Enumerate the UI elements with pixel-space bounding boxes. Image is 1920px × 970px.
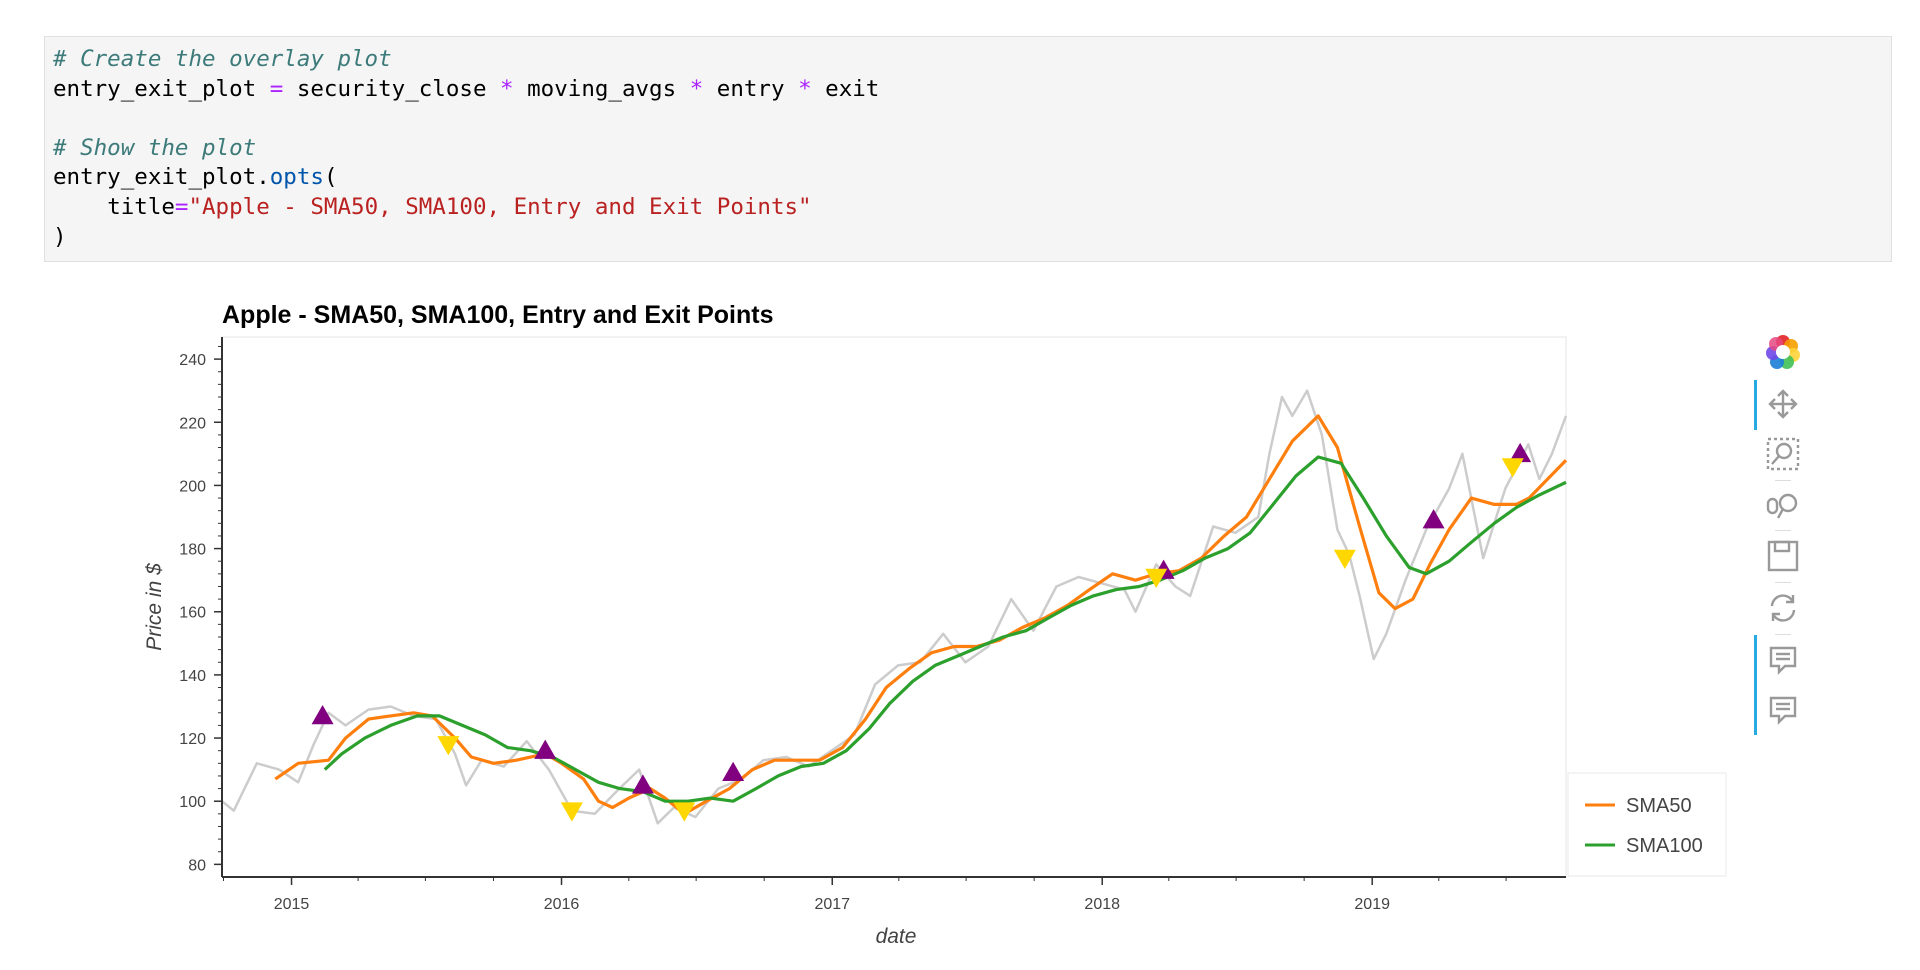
hover-icon[interactable] [1755, 638, 1811, 682]
chart-title: Apple - SMA50, SMA100, Entry and Exit Po… [222, 301, 774, 329]
legend-label-sma100: SMA100 [1626, 835, 1703, 857]
exit-marker [673, 802, 696, 822]
code-comment: # Show the plot [53, 134, 257, 161]
axis-layer: 80 100 120 140 160 180 200 220 240 2015 2016 2017 20… [179, 337, 1566, 913]
code-attribute: opts [269, 164, 324, 191]
y-tick-label: 160 [179, 605, 206, 622]
entry-marker [722, 761, 745, 782]
code-operator: * [784, 75, 826, 102]
exit-marker [1333, 549, 1356, 570]
series-layer [221, 389, 1568, 825]
toolbar-separator [1775, 582, 1791, 583]
box-zoom-icon[interactable] [1755, 432, 1811, 476]
entry-marker [631, 774, 654, 794]
legend: SMA50 SMA100 [1567, 772, 1727, 877]
exit-marker [560, 802, 583, 822]
code-line: entry_exit_plot.opts( [53, 163, 1883, 193]
code-line: entry_exit_plot = security_close * movin… [53, 75, 1883, 105]
toolbar-separator [1775, 530, 1791, 531]
y-tick-label: 220 [179, 415, 206, 432]
exit-marker [437, 736, 460, 756]
y-tick-label: 180 [179, 542, 206, 559]
y-tick-label: 80 [188, 857, 206, 874]
toolbar-active-indicator [1754, 635, 1757, 735]
code-paren: ( [323, 164, 338, 191]
code-comment: # Create the overlay plot [53, 46, 392, 72]
entry-marker [1422, 509, 1445, 529]
y-tick-label: 120 [179, 731, 206, 748]
legend-box [1567, 772, 1727, 877]
plot-frame [221, 336, 1567, 878]
code-var: security_close [296, 75, 487, 102]
code-var: entry_exit_plot. [53, 164, 270, 191]
code-var: moving_avgs [527, 75, 677, 102]
sma100-line [323, 455, 1567, 803]
legend-label-sma50: SMA50 [1626, 795, 1692, 817]
x-tick-label: 2016 [544, 896, 580, 913]
wheel-zoom-icon[interactable] [1755, 484, 1811, 528]
x-tick-label: 2017 [814, 896, 850, 913]
y-tick-label: 100 [179, 794, 206, 811]
toolbar-active-indicator [1754, 380, 1757, 430]
code-line: ) [53, 223, 1883, 253]
entry-marker [1509, 442, 1532, 463]
code-keyword-arg: title [107, 193, 175, 220]
toolbar-separator [1775, 480, 1791, 481]
code-line: # Create the overlay plot [53, 45, 1883, 75]
code-paren: ) [53, 223, 67, 250]
x-tick-label: 2015 [274, 896, 310, 913]
close-price-line [221, 389, 1568, 825]
pan-icon[interactable] [1755, 382, 1811, 426]
toolbar-separator [1775, 634, 1791, 635]
code-operator: = [174, 193, 189, 220]
code-cell[interactable]: # Create the overlay plot entry_exit_plo… [44, 36, 1892, 262]
code-var: exit [825, 75, 880, 102]
bokeh-logo-icon[interactable] [1755, 330, 1811, 374]
y-tick-label: 240 [179, 352, 206, 369]
x-tick-label: 2019 [1354, 896, 1390, 913]
code-operator: = [256, 75, 297, 102]
exit-marker [1501, 458, 1524, 478]
y-axis-label: Price in $ [143, 563, 166, 651]
x-tick-label: 2018 [1084, 896, 1120, 913]
code-line: # Show the plot [53, 134, 1883, 164]
reset-icon[interactable] [1755, 586, 1811, 630]
plot-toolbar [1754, 330, 1815, 750]
code-operator: * [486, 75, 528, 102]
y-tick-label: 200 [179, 478, 206, 495]
save-icon[interactable] [1755, 534, 1811, 578]
entry-marker [311, 704, 334, 725]
x-axis-label: date [876, 925, 917, 948]
code-var: entry [716, 75, 785, 102]
marker-layer [311, 442, 1532, 822]
code-line: title="Apple - SMA50, SMA100, Entry and … [53, 193, 1883, 223]
sma50-line [274, 414, 1568, 816]
exit-marker [1145, 568, 1168, 588]
entry-marker [534, 739, 557, 759]
code-operator: * [676, 75, 717, 102]
code-var: entry_exit_plot [53, 75, 257, 102]
hover-icon[interactable] [1755, 688, 1811, 732]
code-string: "Apple - SMA50, SMA100, Entry and Exit P… [188, 193, 812, 220]
y-tick-label: 140 [179, 668, 206, 685]
